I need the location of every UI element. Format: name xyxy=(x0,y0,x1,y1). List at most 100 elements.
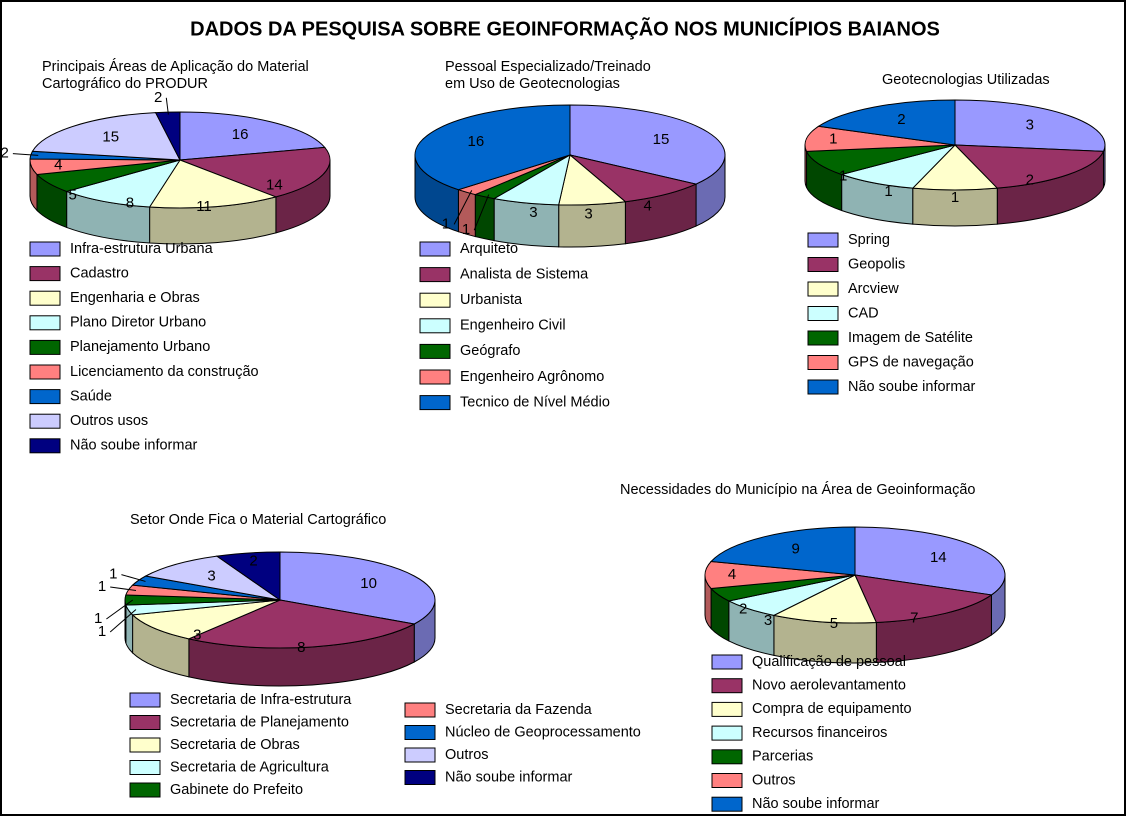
slice xyxy=(179,111,326,161)
legend-label: Saúde xyxy=(70,388,112,404)
legend-label: Analista de Sistema xyxy=(460,266,589,282)
legend-label: Outros xyxy=(752,772,796,788)
slice xyxy=(772,574,878,624)
legend-swatch xyxy=(29,339,61,355)
legend-label: Não soube informar xyxy=(752,796,880,812)
value-label: 1 xyxy=(829,131,837,148)
value-label: 14 xyxy=(930,549,947,566)
value-label: 2 xyxy=(897,111,905,128)
slice xyxy=(854,526,1006,596)
legend-label: Parcerias xyxy=(752,749,813,765)
legend-swatch xyxy=(711,701,743,717)
legend-label: Secretaria de Planejamento xyxy=(170,714,349,730)
legend-label: Gabinete do Prefeito xyxy=(170,782,303,798)
legend-swatch xyxy=(419,292,451,308)
value-label: 3 xyxy=(584,205,592,222)
legend-label: Núcleo de Geoprocessamento xyxy=(445,724,641,740)
leader-line xyxy=(121,574,146,582)
legend-label: Não soube informar xyxy=(445,769,573,785)
legend-swatch xyxy=(807,379,839,395)
slice xyxy=(569,104,726,185)
legend-label: Outros usos xyxy=(70,413,148,429)
legend-swatch xyxy=(807,257,839,272)
slice xyxy=(131,599,281,640)
value-label: 14 xyxy=(266,177,283,194)
value-label: 1 xyxy=(462,221,470,238)
value-label: 8 xyxy=(126,194,134,211)
legend-swatch xyxy=(29,290,61,306)
legend-label: Outros xyxy=(445,747,489,763)
chart-title: Setor Onde Fica o Material Cartográfico xyxy=(130,512,386,528)
legend-label: CAD xyxy=(848,305,879,321)
slice xyxy=(805,144,956,175)
slice xyxy=(817,99,956,146)
legend-swatch xyxy=(807,355,839,370)
value-label: 3 xyxy=(529,204,537,221)
slice xyxy=(31,112,181,161)
slice xyxy=(414,104,571,191)
value-label: 10 xyxy=(360,575,377,592)
legend-label: Engenharia e Obras xyxy=(70,290,200,306)
legend-swatch xyxy=(419,395,451,411)
slice xyxy=(179,146,331,198)
value-label: 4 xyxy=(728,566,736,583)
value-label: 4 xyxy=(54,157,62,174)
leader-line xyxy=(109,609,137,633)
chart-title: em Uso de Geotecnologias xyxy=(445,76,620,92)
value-label: 2 xyxy=(249,552,257,569)
legend-label: Imagem de Satélite xyxy=(848,330,973,346)
slice xyxy=(279,551,436,625)
value-label: 8 xyxy=(297,639,305,656)
slice xyxy=(911,144,999,191)
legend-label: Cadastro xyxy=(70,265,129,281)
legend-label: Arquiteto xyxy=(460,241,518,257)
chart-title: Pessoal Especializado/Treinado xyxy=(445,59,651,75)
legend-label: Arcview xyxy=(848,281,899,297)
legend-label: Secretaria de Obras xyxy=(170,737,300,753)
value-label: 1 xyxy=(884,183,892,200)
legend-swatch xyxy=(404,770,436,785)
chart-title: Geotecnologias Utilizadas xyxy=(882,72,1050,88)
chart-title: Cartográfico do PRODUR xyxy=(42,76,208,92)
value-label: 1 xyxy=(951,189,959,206)
legend-swatch xyxy=(29,389,61,405)
leader-line xyxy=(12,153,39,156)
value-label: 5 xyxy=(68,186,76,203)
slice xyxy=(569,154,698,203)
value-label: 1 xyxy=(109,566,117,583)
value-label: 1 xyxy=(98,623,106,640)
slice xyxy=(854,574,993,624)
slice-side xyxy=(474,193,495,242)
value-label: 3 xyxy=(1026,117,1034,134)
legend-label: Qualificação de pessoal xyxy=(752,654,906,670)
legend-swatch xyxy=(711,749,743,765)
legend-swatch xyxy=(29,364,61,380)
legend-swatch xyxy=(807,281,839,297)
legend-swatch xyxy=(129,782,161,798)
value-label: 2 xyxy=(1026,172,1034,189)
leader-line xyxy=(106,599,134,620)
legend-swatch xyxy=(711,654,743,670)
value-label: 9 xyxy=(791,541,799,558)
legend-swatch xyxy=(419,241,451,257)
legend-swatch xyxy=(807,232,839,248)
value-label: 2 xyxy=(154,89,162,106)
legend-label: Geopolis xyxy=(848,256,905,272)
legend-swatch xyxy=(807,306,839,321)
legend-swatch xyxy=(29,266,61,282)
legend-swatch xyxy=(29,315,61,331)
legend-swatch xyxy=(29,413,61,429)
legend-swatch xyxy=(419,343,451,359)
slice xyxy=(148,159,278,209)
slice xyxy=(144,555,281,601)
leader-line xyxy=(165,97,169,115)
slice xyxy=(954,99,1106,152)
legend-swatch xyxy=(129,692,161,708)
legend-label: Engenheiro Agrônomo xyxy=(460,369,604,385)
legend-swatch xyxy=(711,725,743,741)
slice xyxy=(839,144,957,189)
legend-label: GPS de navegação xyxy=(848,354,974,370)
legend-swatch xyxy=(129,760,161,775)
legend-label: Compra de equipamento xyxy=(752,701,912,717)
legend-label: Geógrafo xyxy=(460,343,520,359)
